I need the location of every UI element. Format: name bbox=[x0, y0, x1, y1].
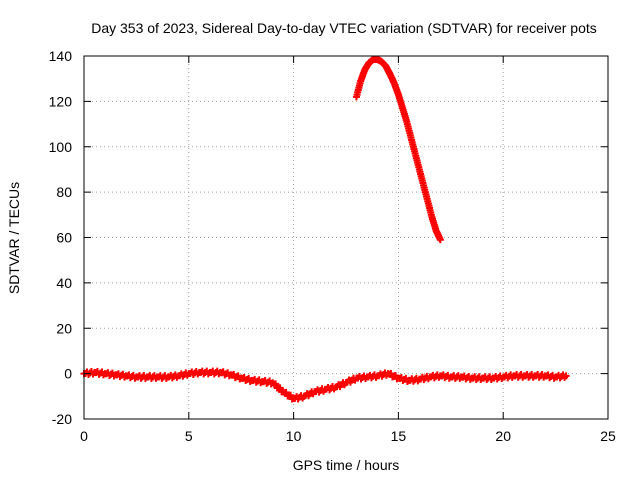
plot-frame bbox=[83, 55, 609, 420]
x-axis-label: GPS time / hours bbox=[293, 457, 400, 473]
data-point-marker bbox=[276, 384, 284, 392]
y-tick-label: -20 bbox=[52, 411, 72, 427]
tick-layer: 0 5 10 15 20 25 -20 0 20 40 60 80 100 120 140 bbox=[49, 48, 616, 444]
y-tick-label: 80 bbox=[56, 184, 72, 200]
y-tick-label: 140 bbox=[49, 48, 73, 64]
y-axis-label: SDTVAR / TECUs bbox=[6, 182, 22, 294]
data-layer bbox=[80, 55, 570, 403]
series-peak bbox=[352, 55, 444, 244]
x-tick-label: 0 bbox=[80, 428, 88, 444]
y-tick-label: 60 bbox=[56, 230, 72, 246]
y-tick-label: 120 bbox=[49, 93, 73, 109]
chart-title: Day 353 of 2023, Sidereal Day-to-day VTE… bbox=[91, 20, 597, 36]
data-point-marker bbox=[562, 372, 570, 380]
x-tick-label: 5 bbox=[185, 428, 193, 444]
y-tick-label: 100 bbox=[49, 139, 73, 155]
data-point-marker bbox=[272, 380, 280, 388]
data-point-marker bbox=[436, 236, 444, 244]
y-tick-label: 0 bbox=[64, 366, 72, 382]
x-tick-label: 15 bbox=[391, 428, 407, 444]
x-tick-label: 20 bbox=[495, 428, 511, 444]
y-tick-label: 20 bbox=[56, 320, 72, 336]
series-baseline bbox=[80, 367, 570, 403]
x-tick-label: 25 bbox=[600, 428, 616, 444]
grid-layer bbox=[84, 56, 608, 419]
y-tick-label: 40 bbox=[56, 275, 72, 291]
x-tick-label: 10 bbox=[286, 428, 302, 444]
